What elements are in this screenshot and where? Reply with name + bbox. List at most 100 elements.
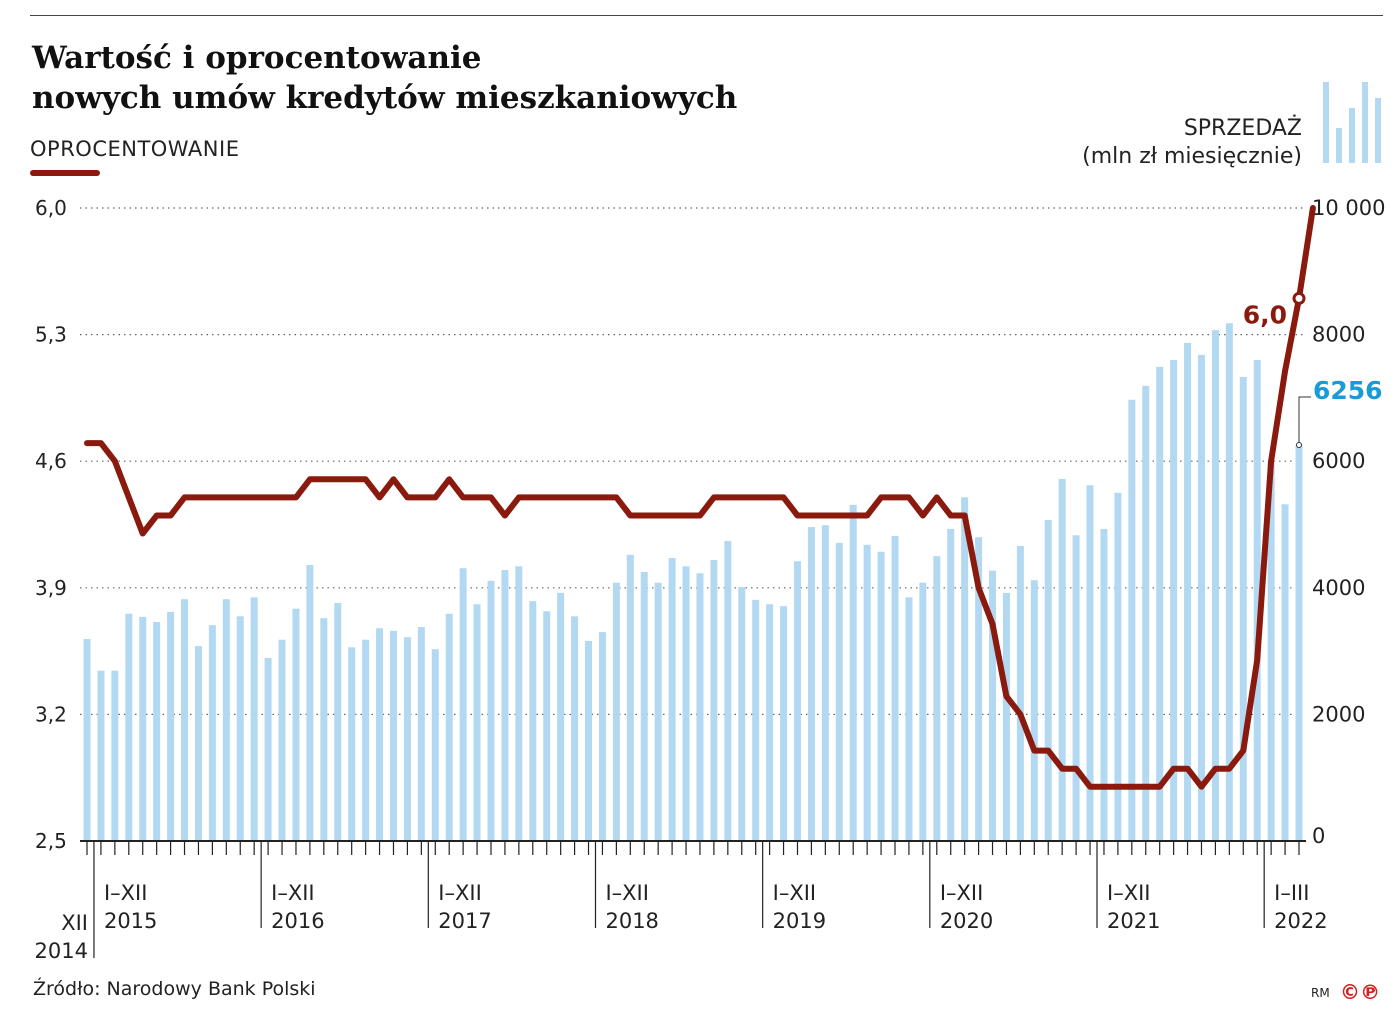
sales-bar	[710, 559, 718, 841]
left-axis-tick-label: 3,2	[35, 702, 67, 726]
sales-bar	[236, 616, 244, 841]
sales-bar	[793, 561, 801, 841]
sales-bar	[1072, 535, 1080, 841]
x-label-bottom: 2015	[104, 909, 157, 933]
sales-bar	[557, 592, 565, 841]
sales-bar	[863, 544, 871, 841]
left-axis-legend-label: OPROCENTOWANIE	[30, 137, 240, 161]
interest-rate-annotation: 6,0	[1243, 300, 1287, 329]
sales-bar	[1281, 504, 1289, 841]
right-axis-tick-label: 10 000	[1312, 196, 1385, 220]
sales-bar	[1295, 444, 1303, 841]
x-label-bottom: 2016	[271, 909, 324, 933]
sales-bar	[306, 565, 314, 841]
sales-bar	[1211, 330, 1219, 841]
x-label-bottom: 2022	[1274, 909, 1327, 933]
left-axis-tick-label: 4,6	[35, 449, 67, 473]
sales-bar	[125, 613, 133, 841]
sales-bar	[1100, 528, 1108, 841]
sales-bar	[807, 527, 815, 841]
sales-bar	[640, 571, 648, 841]
left-axis-tick-label: 5,3	[35, 323, 67, 347]
sales-bar	[612, 582, 620, 841]
x-label-top: I–XII	[940, 881, 983, 905]
sales-bar	[264, 658, 272, 841]
sales-bar	[947, 528, 955, 841]
sales-bar	[389, 630, 397, 841]
x-label-top: I–XII	[1107, 881, 1150, 905]
legend-bar	[1323, 82, 1329, 163]
sales-bar	[292, 608, 300, 841]
sales-bar	[877, 551, 885, 841]
sales-bar	[417, 627, 425, 841]
right-axis-tick-label: 4000	[1312, 576, 1365, 600]
sales-bar	[1225, 323, 1233, 841]
sales-bar	[961, 497, 969, 841]
x-label-bottom: 2019	[773, 909, 826, 933]
sales-bar	[403, 637, 411, 841]
sales-bar	[473, 604, 481, 841]
sales-bar	[1002, 592, 1010, 841]
sales-bar	[181, 599, 189, 841]
x-label-top: I–XII	[773, 881, 816, 905]
x-label-top: I–XII	[605, 881, 648, 905]
sales-bar	[222, 599, 230, 841]
sales-bar	[835, 542, 843, 841]
sales-bar	[738, 587, 746, 841]
chart-title: Wartość i oprocentowanie nowych umów kre…	[32, 40, 738, 116]
sales-bar	[1044, 520, 1052, 841]
x-label-top: I–XII	[271, 881, 314, 905]
sales-bar	[362, 639, 370, 841]
legend-bar	[1362, 82, 1368, 163]
sales-bar	[780, 606, 788, 841]
sales-bar	[905, 597, 913, 841]
left-axis-tick-label: 3,9	[35, 576, 67, 600]
x-label-bottom: 2020	[940, 909, 993, 933]
sales-bar	[376, 628, 384, 841]
sales-bar	[278, 639, 286, 841]
sales-bar	[975, 537, 983, 841]
sales-bar	[139, 616, 147, 841]
x-label-top: XII	[61, 911, 88, 935]
sales-bar	[445, 613, 453, 841]
author-credit: RM	[1311, 986, 1330, 1000]
sales-bar	[668, 558, 676, 841]
sales-bar	[752, 599, 760, 841]
sales-bar	[194, 646, 202, 841]
sales-bar	[348, 647, 356, 841]
sales-bar	[891, 535, 899, 841]
sales-bar	[571, 616, 579, 841]
sales-bar	[933, 556, 941, 841]
sales-bar	[459, 568, 467, 841]
sales-bar	[585, 640, 593, 841]
left-axis-tick-label: 6,0	[35, 196, 67, 220]
legend-bar	[1349, 108, 1355, 163]
sales-bar	[626, 554, 634, 841]
x-label-top: I–III	[1274, 881, 1309, 905]
sales-bar	[654, 582, 662, 841]
sales-bar	[83, 639, 91, 841]
sales-bar	[1197, 354, 1205, 841]
sales-bar	[515, 566, 523, 841]
sales-bar	[724, 540, 732, 841]
sales-bar	[1184, 342, 1192, 841]
sales-bar	[1156, 366, 1164, 841]
sales-bar	[111, 670, 119, 841]
sales-bar	[1128, 399, 1136, 841]
interest-rate-line	[84, 205, 1316, 790]
sales-bar	[487, 580, 495, 841]
sales-bar	[766, 604, 774, 841]
right-axis-legend-label: SPRZEDAŻ	[1183, 116, 1302, 141]
sales-annotation: 6256	[1313, 376, 1383, 405]
sales-bar	[1086, 485, 1094, 841]
legend-bar	[1375, 98, 1381, 163]
sales-bar	[501, 570, 509, 841]
x-label-top: I–XII	[438, 881, 481, 905]
sales-bar	[1267, 461, 1275, 841]
interest-rate-endpoint	[1292, 291, 1306, 305]
sales-bar	[598, 632, 606, 841]
right-axis-tick-label: 0	[1312, 824, 1325, 848]
right-axis-legend: SPRZEDAŻ (mln zł miesięcznie)	[1082, 115, 1302, 171]
sales-bar	[1170, 359, 1178, 841]
sales-bar	[1253, 359, 1261, 841]
